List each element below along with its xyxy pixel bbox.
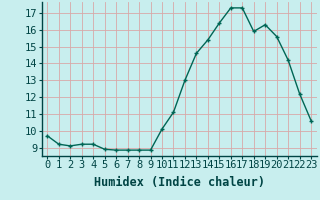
X-axis label: Humidex (Indice chaleur): Humidex (Indice chaleur) (94, 176, 265, 189)
